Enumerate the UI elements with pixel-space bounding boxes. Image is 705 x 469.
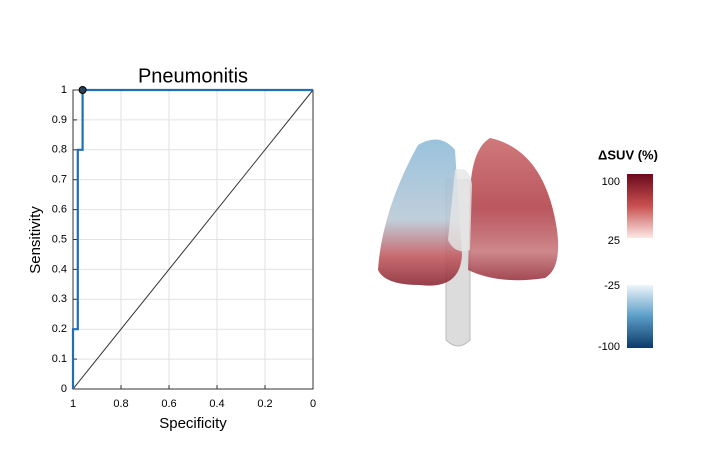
x-axis-label: Specificity (159, 415, 227, 432)
colorbar: ΔSUV (%) 100 25 -25 -100 (598, 147, 658, 352)
y-tick-label: 0.3 (52, 293, 67, 305)
y-tick-label: 0.7 (52, 174, 67, 186)
y-axis-label: Sensitivity (27, 206, 44, 274)
y-tick-label: 0.2 (52, 323, 67, 335)
colorbar-tick-label: -25 (604, 280, 620, 292)
y-tick-label: 1 (61, 84, 67, 96)
x-tick-label: 1 (70, 398, 76, 410)
y-tick-label: 0.6 (52, 204, 67, 216)
y-tick-label: 0.4 (52, 263, 67, 275)
x-tick-label: 0.4 (209, 398, 224, 410)
y-tick-label: 0.5 (52, 233, 67, 245)
colorbar-tick-label: 25 (608, 235, 620, 247)
chart-title: Pneumonitis (138, 65, 248, 87)
lung-image (378, 138, 559, 347)
colorbar-title: ΔSUV (%) (598, 147, 658, 162)
operating-point (78, 86, 87, 94)
y-tick-label: 0.8 (52, 144, 67, 156)
x-tick-label: 0.2 (257, 398, 272, 410)
x-tick-label: 0.6 (161, 398, 176, 410)
y-tick-label: 0.1 (52, 353, 67, 365)
colorbar-negative (627, 285, 653, 348)
colorbar-tick-label: 100 (602, 176, 620, 188)
x-tick-label: 0.8 (113, 398, 128, 410)
y-tick-label: 0 (61, 383, 67, 395)
colorbar-tick-label: -100 (598, 341, 620, 353)
reference-line (72, 89, 314, 390)
y-tick-label: 0.9 (52, 114, 67, 126)
x-tick-label: 0 (310, 398, 316, 410)
colorbar-positive (627, 174, 653, 238)
